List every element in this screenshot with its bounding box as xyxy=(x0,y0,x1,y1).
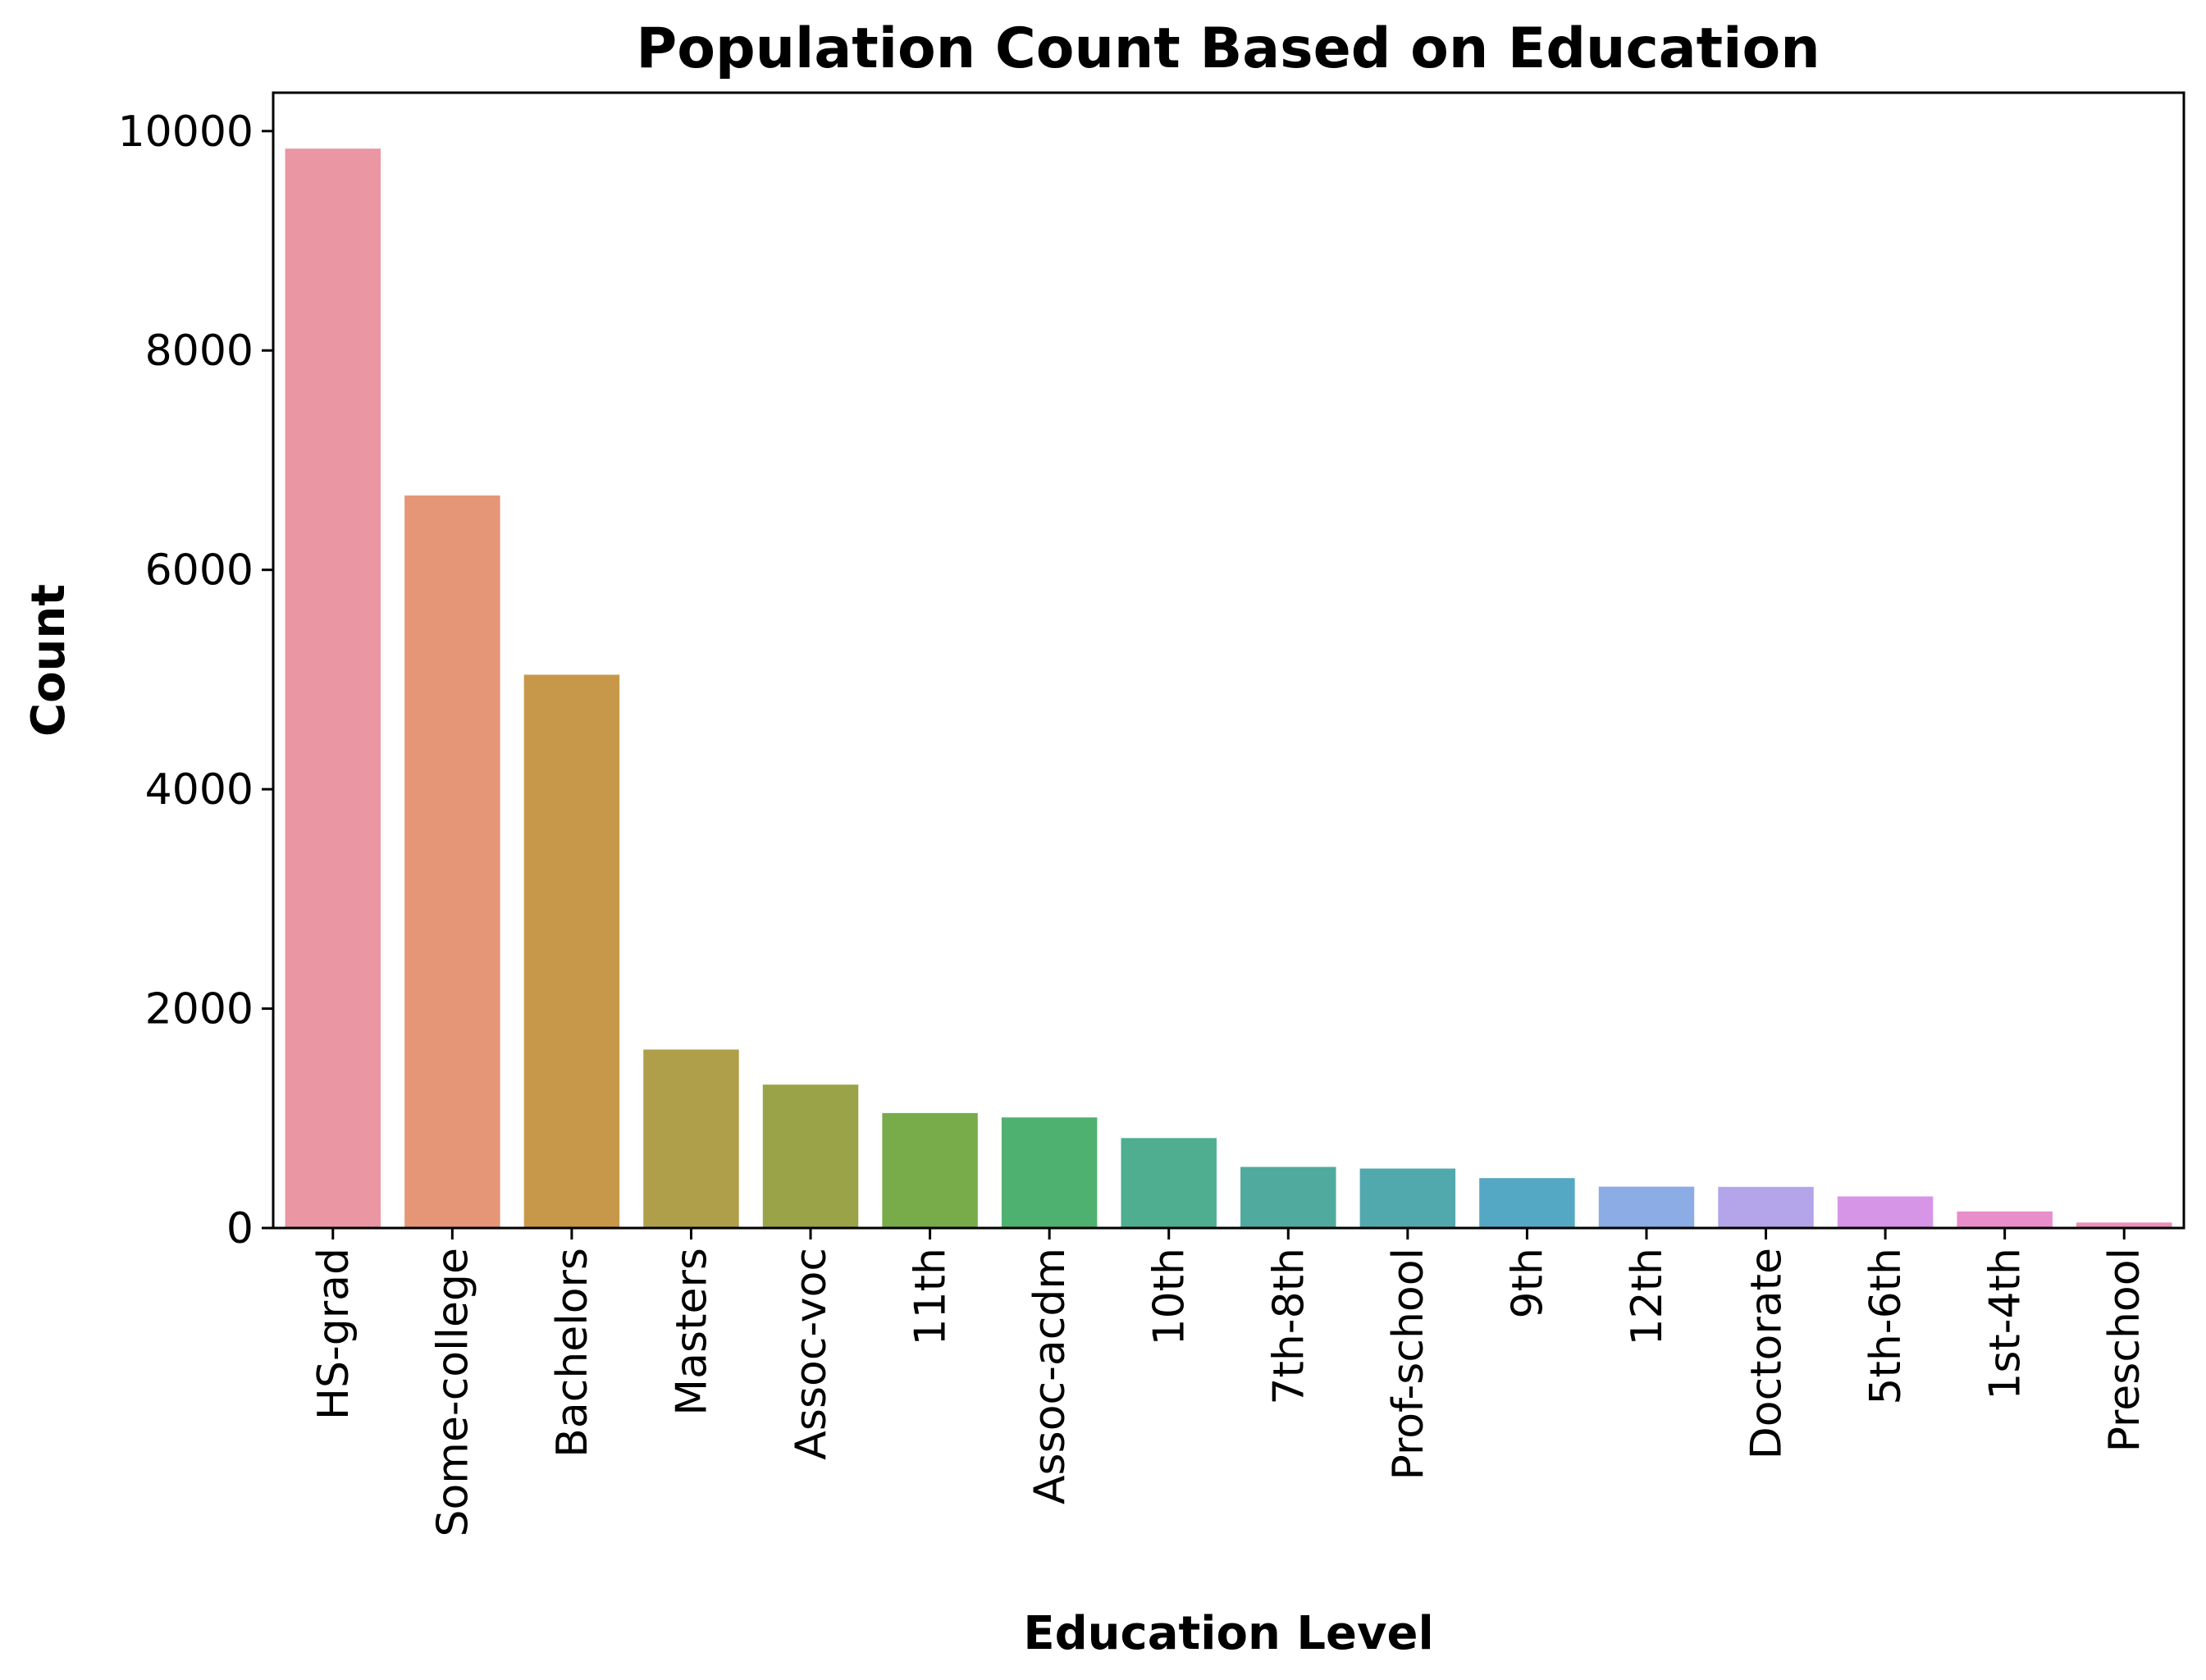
bar-bachelors xyxy=(523,674,620,1228)
y-axis-ticks: 0 2000 4000 6000 8000 10000 xyxy=(118,107,273,1253)
y-tick-label: 8000 xyxy=(145,326,253,376)
bar-masters xyxy=(643,1049,739,1228)
x-axis-label: Education Level xyxy=(1023,1607,1433,1660)
y-tick-label: 10000 xyxy=(118,107,253,157)
chart-title: Population Count Based on Education xyxy=(636,16,1820,81)
bar-10th xyxy=(1121,1138,1217,1228)
bar-some-college xyxy=(404,495,500,1228)
bar-12th xyxy=(1598,1186,1695,1228)
bar-assoc-acdm xyxy=(1001,1117,1098,1228)
bar-5th-6th xyxy=(1837,1196,1934,1228)
y-tick-label: 4000 xyxy=(145,765,253,815)
x-tick-label: 1st-4th xyxy=(1981,1248,2030,1400)
x-tick-label: 10th xyxy=(1145,1248,1194,1346)
y-tick-label: 6000 xyxy=(145,546,253,596)
plot-area-frame xyxy=(272,91,2185,1230)
bar-7th-8th xyxy=(1240,1166,1336,1228)
x-tick-label: Preschool xyxy=(2100,1248,2149,1452)
x-tick-label: Bachelors xyxy=(548,1248,597,1458)
x-tick-label: Prof-school xyxy=(1384,1248,1433,1480)
x-tick-label: 7th-8th xyxy=(1264,1248,1313,1405)
x-tick-label: Masters xyxy=(667,1248,716,1416)
x-tick-label: 11th xyxy=(907,1248,956,1346)
x-tick-label: 5th-6th xyxy=(1861,1248,1911,1405)
x-tick-label: HS-grad xyxy=(309,1248,359,1420)
bar-11th xyxy=(882,1112,978,1228)
y-tick-label: 2000 xyxy=(145,985,253,1034)
bar-9th xyxy=(1479,1178,1575,1228)
x-tick-label: 12th xyxy=(1623,1248,1672,1346)
bar-doctorate xyxy=(1718,1186,1814,1228)
x-axis-ticks: HS-grad Some-college Bachelors Masters Assoc… xyxy=(309,1228,2149,1537)
bars-group xyxy=(285,148,2172,1229)
bar-1st-4th xyxy=(1957,1211,2053,1228)
bar-hs-grad xyxy=(285,148,381,1229)
y-axis-label: Count xyxy=(22,584,75,737)
bar-preschool xyxy=(2076,1222,2172,1228)
x-tick-label: Some-college xyxy=(428,1248,477,1537)
x-tick-label: Doctorate xyxy=(1742,1248,1792,1459)
bar-assoc-voc xyxy=(762,1084,859,1228)
bar-prof-school xyxy=(1359,1168,1456,1228)
x-tick-label: 9th xyxy=(1503,1248,1552,1318)
y-tick-label: 0 xyxy=(226,1204,253,1253)
x-tick-label: Assoc-acdm xyxy=(1025,1248,1075,1504)
x-tick-label: Assoc-voc xyxy=(787,1248,836,1460)
